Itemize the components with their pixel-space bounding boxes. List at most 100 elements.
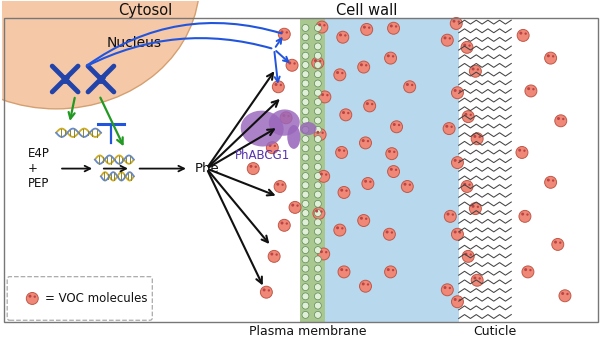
Circle shape — [464, 44, 466, 46]
Circle shape — [369, 181, 371, 183]
Circle shape — [323, 24, 326, 26]
Circle shape — [392, 269, 394, 271]
Circle shape — [524, 33, 527, 35]
Circle shape — [366, 102, 369, 105]
Circle shape — [314, 163, 321, 170]
Circle shape — [555, 115, 566, 127]
Circle shape — [367, 140, 369, 142]
Circle shape — [527, 87, 530, 90]
Circle shape — [302, 219, 309, 226]
Circle shape — [314, 80, 321, 87]
Circle shape — [325, 251, 327, 253]
Circle shape — [362, 282, 365, 285]
Circle shape — [321, 93, 324, 96]
Circle shape — [465, 113, 467, 116]
Circle shape — [450, 125, 453, 128]
Circle shape — [314, 284, 321, 291]
Circle shape — [314, 210, 321, 217]
Text: Cytosol: Cytosol — [119, 3, 173, 18]
FancyArrowPatch shape — [276, 51, 288, 62]
Circle shape — [358, 215, 370, 226]
Circle shape — [566, 293, 569, 295]
Circle shape — [285, 31, 288, 34]
Circle shape — [279, 84, 282, 86]
Circle shape — [34, 296, 36, 298]
Circle shape — [459, 299, 461, 301]
Circle shape — [411, 84, 414, 86]
Circle shape — [403, 183, 406, 186]
Ellipse shape — [268, 109, 300, 136]
Circle shape — [302, 182, 309, 189]
Circle shape — [367, 283, 369, 286]
Circle shape — [276, 183, 279, 186]
Text: = VOC molecules: = VOC molecules — [45, 292, 148, 305]
Circle shape — [526, 213, 529, 216]
Circle shape — [340, 268, 343, 271]
Circle shape — [459, 90, 461, 92]
Circle shape — [268, 251, 280, 262]
Circle shape — [293, 62, 296, 65]
Circle shape — [314, 200, 321, 207]
Circle shape — [464, 183, 466, 186]
Circle shape — [520, 32, 523, 35]
Circle shape — [314, 117, 321, 124]
Circle shape — [521, 213, 524, 216]
Circle shape — [314, 191, 321, 198]
Circle shape — [302, 163, 309, 170]
Circle shape — [326, 94, 329, 96]
Bar — [300, 18, 325, 322]
Circle shape — [320, 250, 323, 253]
Circle shape — [274, 145, 276, 147]
Circle shape — [302, 293, 309, 300]
Circle shape — [470, 253, 472, 256]
Circle shape — [477, 68, 479, 71]
Circle shape — [545, 176, 557, 188]
Bar — [459, 18, 600, 322]
Circle shape — [281, 183, 284, 186]
Circle shape — [314, 247, 321, 254]
Circle shape — [454, 89, 457, 92]
Circle shape — [302, 71, 309, 78]
Circle shape — [461, 41, 473, 53]
Circle shape — [312, 57, 324, 69]
Circle shape — [361, 23, 373, 35]
Circle shape — [302, 191, 309, 198]
Circle shape — [338, 186, 350, 198]
Circle shape — [314, 228, 321, 235]
Circle shape — [291, 204, 294, 206]
Circle shape — [302, 302, 309, 309]
Circle shape — [302, 237, 309, 244]
Circle shape — [395, 25, 397, 28]
Circle shape — [459, 231, 461, 234]
Circle shape — [314, 173, 321, 180]
Circle shape — [302, 89, 309, 96]
Circle shape — [471, 205, 474, 208]
Circle shape — [522, 266, 534, 278]
Circle shape — [270, 253, 273, 256]
Circle shape — [448, 37, 451, 40]
Circle shape — [337, 31, 349, 43]
Circle shape — [302, 247, 309, 254]
Circle shape — [314, 145, 321, 152]
Circle shape — [275, 83, 278, 86]
Circle shape — [302, 256, 309, 263]
Circle shape — [314, 128, 326, 140]
Circle shape — [302, 154, 309, 161]
Circle shape — [470, 114, 472, 116]
Circle shape — [302, 145, 309, 152]
Circle shape — [314, 43, 321, 50]
Circle shape — [393, 123, 396, 126]
Circle shape — [314, 265, 321, 272]
Circle shape — [453, 20, 456, 23]
Circle shape — [559, 241, 562, 244]
Circle shape — [319, 91, 331, 103]
Circle shape — [406, 83, 409, 86]
Circle shape — [287, 115, 290, 117]
Circle shape — [338, 266, 350, 278]
Circle shape — [516, 146, 528, 158]
Text: Phe: Phe — [194, 162, 219, 175]
Circle shape — [557, 117, 560, 120]
Circle shape — [314, 219, 321, 226]
Circle shape — [296, 204, 299, 207]
Circle shape — [302, 200, 309, 207]
